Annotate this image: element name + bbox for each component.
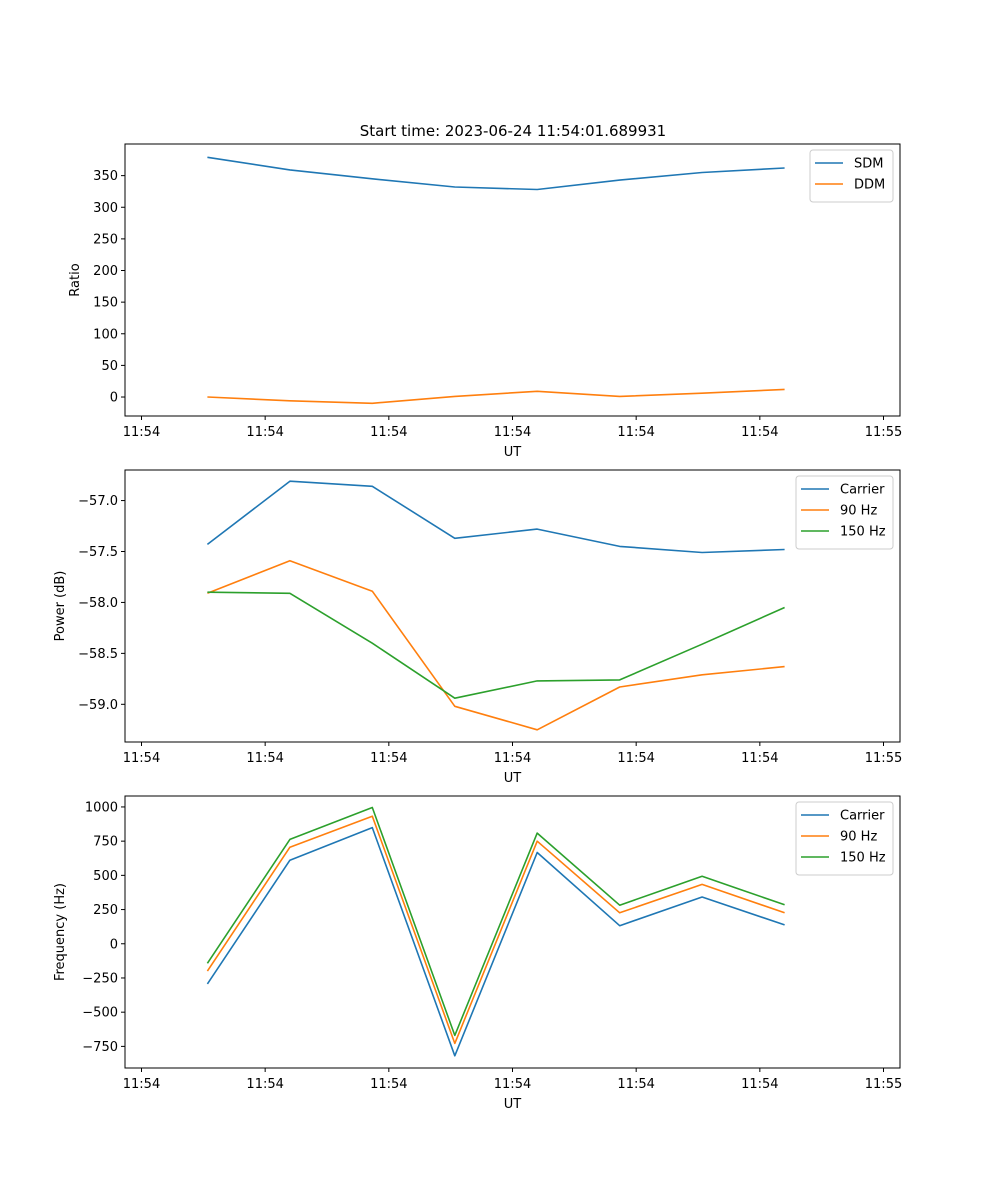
y-tick-label: 250 [93, 232, 118, 247]
x-tick-label: 11:54 [617, 425, 654, 440]
series-line-carrier [206, 826, 785, 1057]
subplots: 11:54 11:54 11:54 11:54 11:54 11:54 11:55 UT 0 50… [53, 143, 902, 1112]
series-line-carrier [206, 480, 785, 554]
series-line-ddm [207, 388, 785, 405]
y-tick-label: 0 [110, 937, 118, 952]
y-tick-label: −57.0 [78, 494, 118, 509]
y-axis-label: Ratio [68, 263, 83, 296]
x-tick-label: 11:54 [246, 1077, 283, 1092]
x-axis-label: UT [504, 1097, 522, 1112]
y-tick-label: 200 [93, 264, 118, 279]
series-line-150-hz [207, 591, 785, 700]
x-tick-label: 11:54 [370, 751, 407, 766]
y-tick-label: 250 [93, 903, 118, 918]
x-tick-label: 11:54 [123, 425, 160, 440]
legend-label: DDM [854, 178, 885, 193]
x-tick-label: 11:54 [123, 751, 160, 766]
y-tick-label: 100 [93, 327, 118, 342]
x-axis-label: UT [504, 771, 522, 786]
x-tick-label: 11:55 [865, 1077, 902, 1092]
x-tick-label: 11:54 [741, 751, 778, 766]
y-tick-label: −500 [82, 1006, 118, 1021]
y-tick-label: 150 [93, 296, 118, 311]
y-tick-label: 50 [101, 359, 118, 374]
y-tick-label: 500 [93, 869, 118, 884]
legend-label: 150 Hz [840, 525, 886, 540]
y-tick-label: −59.0 [78, 698, 118, 713]
y-tick-label: −250 [82, 971, 118, 986]
x-tick-label: 11:54 [370, 425, 407, 440]
x-tick-label: 11:54 [741, 1077, 778, 1092]
subplot-3: 11:54 11:54 11:54 11:54 11:54 11:54 11:55 UT 100… [53, 795, 902, 1112]
legend-label: 90 Hz [840, 830, 877, 845]
y-tick-label: 750 [93, 835, 118, 850]
subplot-2: 11:54 11:54 11:54 11:54 11:54 11:54 11:55 UT −57… [53, 469, 902, 786]
legend-label: SDM [854, 157, 883, 172]
x-tick-label: 11:55 [865, 425, 902, 440]
subplot-1: 11:54 11:54 11:54 11:54 11:54 11:54 11:55 UT 0 50… [68, 143, 902, 460]
figure-title: Start time: 2023-06-24 11:54:01.689931 [360, 122, 666, 140]
series-line-90-hz [207, 559, 785, 731]
x-tick-label: 11:54 [741, 425, 778, 440]
y-tick-label: −57.5 [78, 545, 118, 560]
x-tick-label: 11:54 [370, 1077, 407, 1092]
x-tick-label: 11:54 [617, 751, 654, 766]
y-tick-label: 0 [110, 391, 118, 406]
y-tick-label: −58.0 [78, 596, 118, 611]
legend-label: 150 Hz [840, 851, 886, 866]
y-tick-label: −750 [82, 1040, 118, 1055]
legend-label: Carrier [840, 809, 885, 824]
legend: SDM DDM [809, 149, 894, 203]
y-tick-label: −58.5 [78, 647, 118, 662]
x-tick-label: 11:54 [617, 1077, 654, 1092]
series-line-150-hz [206, 806, 785, 1037]
x-tick-label: 11:54 [246, 425, 283, 440]
y-axis-label: Power (dB) [53, 571, 68, 642]
legend: Carrier 90 Hz 150 Hz [795, 475, 894, 550]
x-tick-label: 11:54 [494, 1077, 531, 1092]
series-line-90-hz [206, 815, 785, 1045]
series-line-sdm [207, 156, 785, 191]
x-axis-label: UT [504, 445, 522, 460]
x-tick-label: 11:54 [494, 425, 531, 440]
y-tick-label: 350 [93, 169, 118, 184]
legend: Carrier 90 Hz 150 Hz [795, 801, 894, 876]
x-tick-label: 11:54 [246, 751, 283, 766]
x-tick-label: 11:54 [494, 751, 531, 766]
legend-label: 90 Hz [840, 504, 877, 519]
legend-label: Carrier [840, 483, 885, 498]
y-tick-label: 1000 [85, 800, 118, 815]
x-tick-label: 11:54 [123, 1077, 160, 1092]
x-tick-label: 11:55 [865, 751, 902, 766]
y-axis-label: Frequency (Hz) [53, 883, 68, 981]
y-tick-label: 300 [93, 201, 118, 216]
